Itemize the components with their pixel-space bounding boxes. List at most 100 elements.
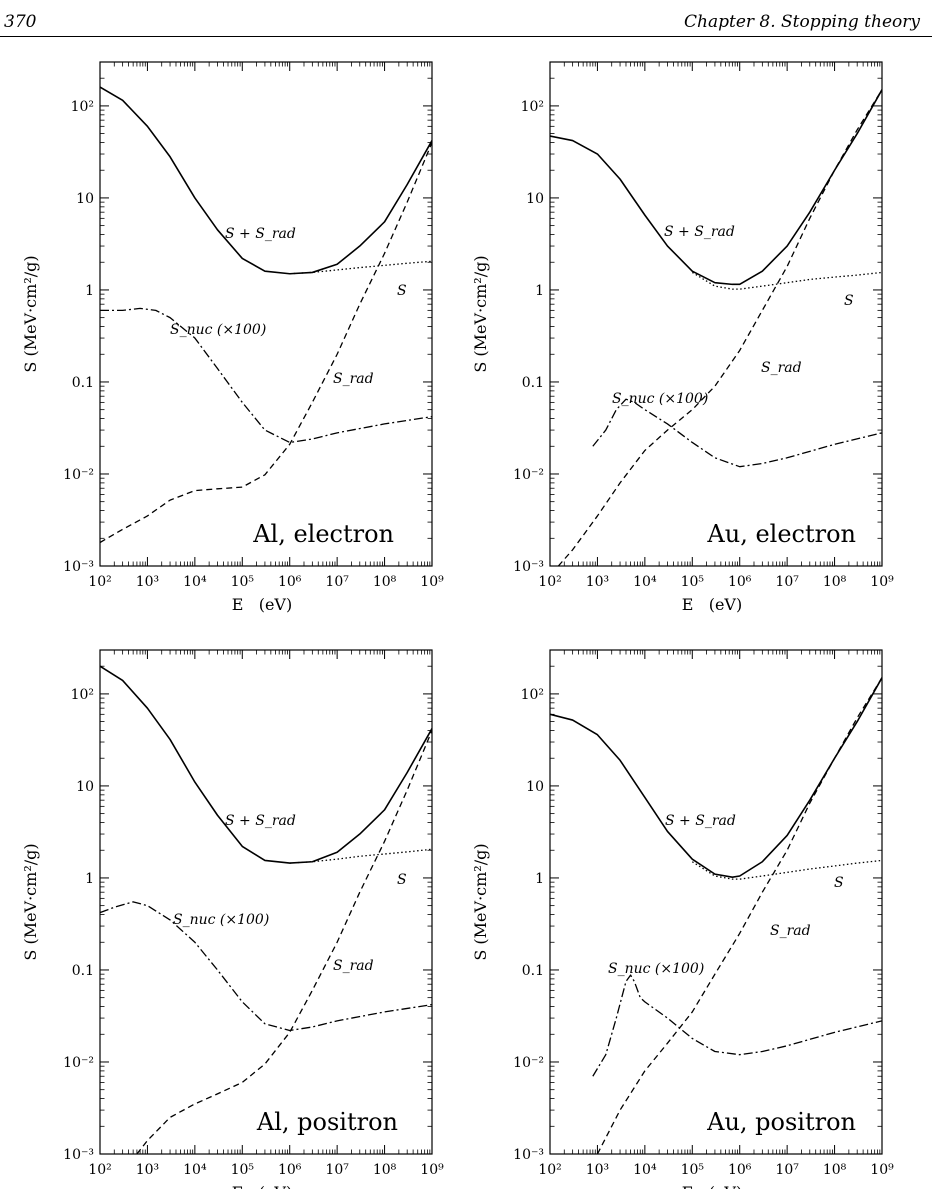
- page-number: 370: [4, 12, 37, 32]
- y-tick-label: 1: [535, 871, 544, 887]
- panel-title: Al, electron: [252, 520, 394, 548]
- x-tick-label: 10⁹: [870, 574, 894, 590]
- series-radiative-line: [596, 677, 882, 1154]
- curve-label: S + S_rad: [225, 813, 296, 829]
- y-tick-label: 10: [526, 191, 544, 207]
- y-tick-label: 10⁻³: [63, 1147, 94, 1163]
- curve-label: S: [397, 872, 407, 888]
- plot-frame: [99, 61, 433, 567]
- y-tick-label: 10⁻³: [63, 559, 94, 575]
- y-tick-label: 1: [85, 871, 94, 887]
- x-axis-label: E (eV): [232, 1183, 292, 1189]
- x-tick-label: 10⁵: [681, 574, 705, 590]
- curve-label: S_rad: [770, 923, 811, 939]
- curve-label: S_rad: [761, 360, 802, 376]
- x-tick-label: 10²: [538, 574, 561, 590]
- series-total-line: [100, 86, 432, 275]
- x-tick-label: 10⁵: [681, 1162, 705, 1178]
- page-header: 370 Chapter 8. Stopping theory: [0, 0, 932, 40]
- y-axis-label: S (MeV·cm²/g): [471, 255, 490, 372]
- x-tick-label: 10⁷: [325, 574, 349, 590]
- y-tick-label: 10²: [521, 687, 544, 703]
- series-nuclear-line: [100, 901, 432, 1032]
- x-tick-label: 10⁹: [870, 1162, 894, 1178]
- series-total-line: [100, 665, 432, 864]
- y-tick-label: 10⁻²: [513, 1055, 544, 1071]
- x-tick-label: 10⁴: [183, 574, 207, 590]
- y-tick-label: 10: [526, 779, 544, 795]
- y-tick-label: 10²: [71, 687, 94, 703]
- curve-label: S + S_rad: [225, 226, 296, 242]
- y-axis-label: S (MeV·cm²/g): [21, 843, 40, 960]
- curve-label: S_rad: [333, 958, 374, 974]
- series-total-line: [550, 677, 882, 878]
- plot-frame: [549, 649, 883, 1155]
- series-radiative-line: [557, 89, 882, 566]
- y-tick-label: 10⁻³: [513, 1147, 544, 1163]
- series-radiative-line: [136, 730, 432, 1154]
- x-tick-label: 10³: [586, 1162, 609, 1178]
- plot-frame: [99, 649, 433, 1155]
- series-group: [100, 86, 432, 544]
- y-tick-label: 10: [76, 191, 94, 207]
- series-group: [550, 677, 882, 1154]
- chapter-title: Chapter 8. Stopping theory: [684, 12, 920, 32]
- series-nuclear-line: [592, 398, 882, 468]
- chart-panel-3: 10² 10³ 10⁴ 10⁵ 10⁶ 10⁷ 10⁸ 10⁹ 10⁻³ 10⁻² 0.1 1 10 10…: [21, 649, 444, 1189]
- x-tick-label: 10²: [538, 1162, 561, 1178]
- series-collision-line: [691, 271, 882, 290]
- x-axis-label: E (eV): [682, 1183, 742, 1189]
- chart-panel-2: 10² 10³ 10⁴ 10⁵ 10⁶ 10⁷ 10⁸ 10⁹ 10⁻³ 10⁻² 0.1 1 10 10…: [471, 61, 894, 614]
- series-collision-line: [289, 260, 432, 275]
- x-tick-label: 10⁵: [231, 1162, 255, 1178]
- y-tick-label: 0.1: [72, 375, 94, 391]
- y-tick-label: 10²: [521, 99, 544, 115]
- curve-label: S_rad: [333, 371, 374, 387]
- y-tick-label: 0.1: [522, 375, 544, 391]
- series-group: [550, 89, 882, 566]
- plot-frame: [549, 61, 883, 567]
- x-tick-label: 10⁸: [823, 574, 847, 590]
- x-tick-label: 10⁵: [231, 574, 255, 590]
- curve-label: S_nuc (×100): [170, 322, 266, 338]
- x-axis-label: E (eV): [682, 595, 742, 614]
- chart-panel-4: 10² 10³ 10⁴ 10⁵ 10⁶ 10⁷ 10⁸ 10⁹ 10⁻³ 10⁻² 0.1 1 10 10…: [471, 649, 894, 1189]
- x-tick-label: 10³: [586, 574, 609, 590]
- x-tick-label: 10⁹: [420, 1162, 444, 1178]
- y-tick-label: 1: [85, 283, 94, 299]
- x-tick-label: 10⁷: [325, 1162, 349, 1178]
- chart-panel-1: 10² 10³ 10⁴ 10⁵ 10⁶ 10⁷ 10⁸ 10⁹ 10⁻³ 10⁻² 0.1 1 10 10…: [21, 61, 444, 614]
- curve-label: S + S_rad: [665, 813, 736, 829]
- x-tick-label: 10⁶: [728, 574, 752, 590]
- series-nuclear-line: [100, 307, 432, 444]
- y-tick-label: 10⁻²: [513, 467, 544, 483]
- y-axis-label: S (MeV·cm²/g): [21, 255, 40, 372]
- curve-label: S: [397, 283, 407, 299]
- x-tick-label: 10³: [136, 574, 159, 590]
- y-tick-label: 0.1: [72, 963, 94, 979]
- curve-label: S: [844, 293, 854, 309]
- x-tick-label: 10⁸: [373, 1162, 397, 1178]
- x-tick-label: 10⁷: [775, 574, 799, 590]
- x-tick-label: 10⁶: [278, 574, 302, 590]
- curve-label: S_nuc (×100): [608, 961, 704, 977]
- y-tick-label: 10⁻²: [63, 1055, 94, 1071]
- x-tick-label: 10⁴: [633, 1162, 657, 1178]
- panel-title: Au, positron: [706, 1108, 856, 1136]
- x-tick-label: 10³: [136, 1162, 159, 1178]
- x-tick-label: 10⁶: [278, 1162, 302, 1178]
- y-tick-label: 1: [535, 283, 544, 299]
- x-tick-label: 10²: [88, 1162, 111, 1178]
- y-tick-label: 10: [76, 779, 94, 795]
- y-tick-label: 10⁻³: [513, 559, 544, 575]
- x-tick-label: 10⁴: [183, 1162, 207, 1178]
- series-radiative-line: [100, 142, 432, 544]
- header-rule: [0, 36, 932, 37]
- series-group: [100, 665, 432, 1154]
- curve-label: S_nuc (×100): [173, 912, 269, 928]
- curve-label: S: [834, 875, 844, 891]
- panel-title: Al, positron: [256, 1108, 398, 1136]
- curve-label: S_nuc (×100): [612, 391, 708, 407]
- x-tick-label: 10⁹: [420, 574, 444, 590]
